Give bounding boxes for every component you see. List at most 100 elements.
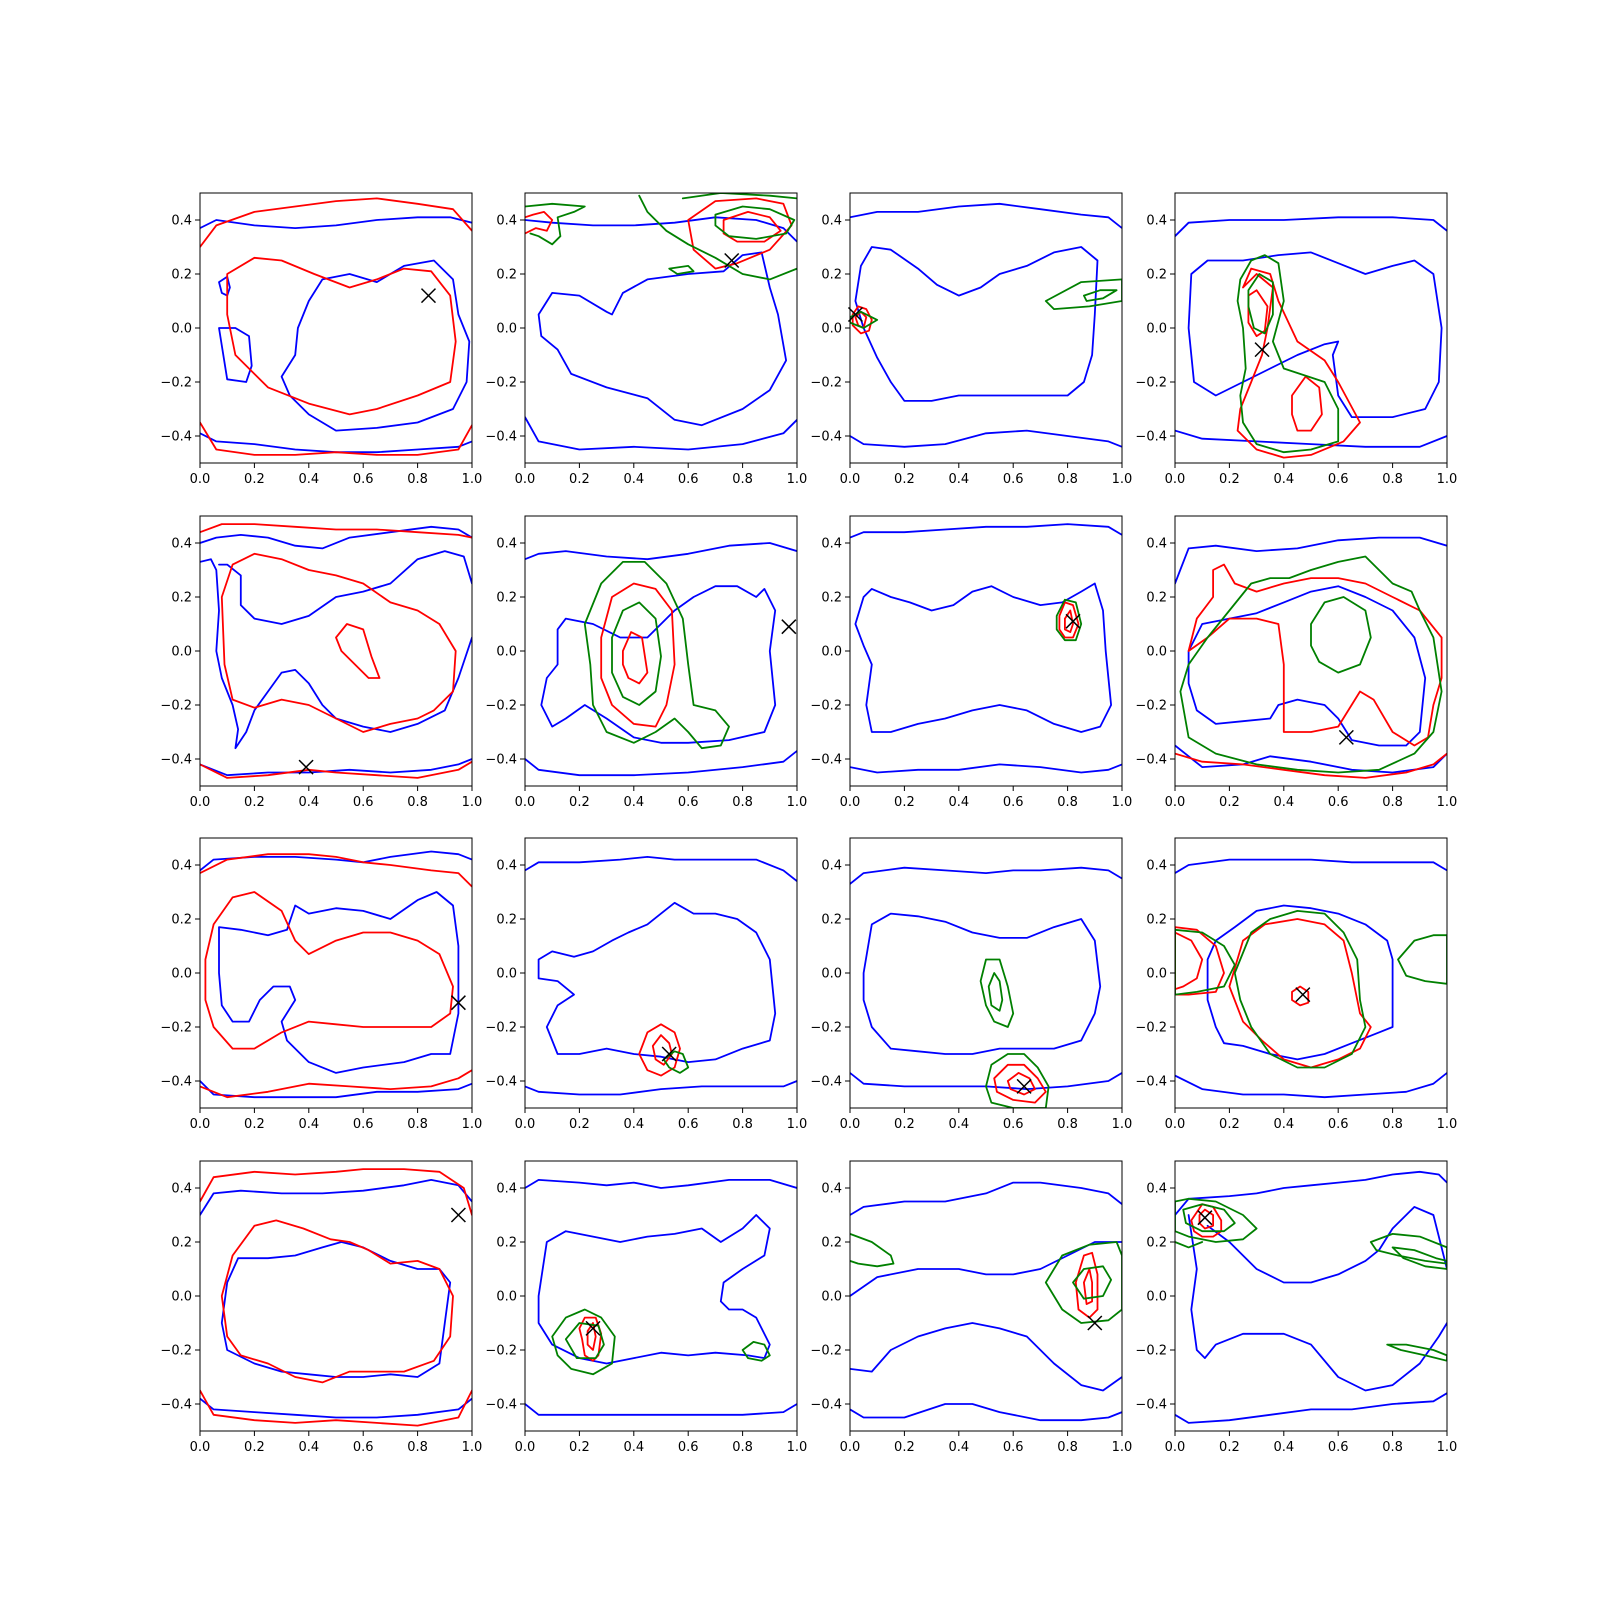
contour-red-7 (1291, 985, 1310, 1007)
contour-green-7 (564, 1322, 605, 1359)
contour-green-12 (1386, 1343, 1447, 1362)
x-marker (781, 619, 797, 635)
contour-blue-2 (850, 763, 1122, 774)
contour-red-7 (200, 421, 472, 456)
contour-blue-2 (525, 416, 797, 451)
plot-area (525, 542, 797, 777)
subplot-2: 0.0 0.2 0.4 0.6 0.8 1.0 −0.4 −0.2 0.0 0.2 0.4 (485, 192, 808, 487)
contour-green-7 (1310, 596, 1372, 674)
y-tick-label: 0.0 (496, 322, 517, 337)
x-tick-label: 0.2 (244, 472, 265, 487)
contour-red-5 (200, 1389, 472, 1427)
x-tick-label: 0.2 (244, 795, 265, 810)
contour-green-10 (714, 205, 796, 240)
contour-blue-3 (280, 259, 471, 432)
x-tick-label: 0.8 (732, 795, 753, 810)
plot-area (200, 523, 472, 779)
contour-green-7 (1044, 278, 1122, 311)
x-tick-label: 1.0 (1437, 1117, 1458, 1132)
y-tick-label: 0.4 (171, 1182, 192, 1197)
x-tick-label: 0.0 (840, 1440, 861, 1455)
contour-green-8 (1247, 273, 1274, 335)
x-tick-label: 1.0 (787, 472, 808, 487)
contour-blue-2 (850, 1403, 1122, 1422)
contour-red-5 (1006, 1072, 1036, 1096)
y-tick-label: 0.4 (171, 859, 192, 874)
x-marker (585, 1320, 601, 1336)
contour-green-11 (1391, 1246, 1447, 1270)
x-tick-label: 0.8 (407, 1440, 428, 1455)
x-tick-label: 0.0 (190, 1117, 211, 1132)
y-tick-label: 0.4 (496, 537, 517, 552)
contour-blue-2 (525, 1403, 797, 1416)
contour-red-4 (1058, 601, 1080, 639)
x-tick-label: 0.8 (1057, 795, 1078, 810)
x-tick-label: 1.0 (462, 1117, 483, 1132)
contour-blue-1 (525, 856, 797, 883)
y-tick-label: 0.0 (171, 1290, 192, 1305)
x-tick-label: 0.4 (298, 1117, 319, 1132)
contour-blue-3 (200, 558, 472, 750)
y-tick-label: −0.2 (810, 376, 842, 391)
x-tick-label: 0.8 (732, 1440, 753, 1455)
y-tick-label: 0.4 (821, 1182, 842, 1197)
contour-green-9 (1233, 910, 1367, 1069)
y-tick-label: −0.4 (810, 1398, 842, 1413)
contour-blue-3 (1187, 251, 1443, 419)
contour-green-6 (662, 1050, 690, 1074)
contour-blue-3 (1187, 1214, 1447, 1392)
contour-green-6 (985, 1053, 1050, 1108)
y-tick-label: 0.2 (1146, 913, 1167, 928)
y-tick-label: −0.2 (810, 699, 842, 714)
x-tick-label: 1.0 (1112, 1440, 1133, 1455)
x-tick-label: 0.4 (298, 472, 319, 487)
contour-red-6 (1228, 918, 1372, 1069)
x-tick-label: 0.0 (840, 1117, 861, 1132)
subplot-4: 0.0 0.2 0.4 0.6 0.8 1.0 −0.4 −0.2 0.0 0.2 0.4 (1135, 192, 1457, 487)
x-tick-label: 0.4 (948, 472, 969, 487)
x-tick-label: 0.6 (1003, 472, 1024, 487)
y-tick-label: 0.2 (821, 591, 842, 606)
y-tick-label: 0.4 (496, 214, 517, 229)
x-marker (1016, 1078, 1032, 1094)
x-marker (847, 306, 863, 323)
y-tick-label: −0.2 (485, 1021, 517, 1036)
x-marker (1087, 1315, 1103, 1331)
x-tick-label: 0.4 (623, 795, 644, 810)
contour-red-5 (1074, 1251, 1099, 1319)
x-tick-label: 0.2 (569, 1117, 590, 1132)
y-tick-label: 0.2 (1146, 1236, 1167, 1251)
x-tick-label: 0.8 (732, 472, 753, 487)
contour-blue-1 (1175, 1170, 1447, 1216)
contour-green-8 (1083, 289, 1118, 302)
contour-blue-3 (854, 246, 1099, 402)
x-tick-label: 0.8 (407, 1117, 428, 1132)
x-tick-label: 0.2 (894, 1117, 915, 1132)
y-tick-label: 0.2 (171, 913, 192, 928)
x-tick-label: 0.4 (948, 1117, 969, 1132)
y-tick-label: 0.4 (821, 859, 842, 874)
x-tick-label: 0.6 (353, 1440, 374, 1455)
x-tick-label: 0.0 (190, 1440, 211, 1455)
y-tick-label: 0.4 (821, 214, 842, 229)
contour-blue-2 (1175, 1392, 1447, 1424)
y-tick-label: −0.2 (160, 699, 192, 714)
contour-blue-3 (218, 891, 460, 1074)
contour-red-4 (200, 1168, 472, 1216)
contour-blue-4 (218, 550, 472, 625)
subplot-8: 0.0 0.2 0.4 0.6 0.8 1.0 −0.4 −0.2 0.0 0.2 0.4 (1135, 515, 1457, 810)
y-tick-label: 0.0 (1146, 967, 1167, 982)
subplot-14: 0.0 0.2 0.4 0.6 0.8 1.0 −0.4 −0.2 0.0 0.2 0.4 (485, 1160, 807, 1455)
contour-green-6 (1055, 598, 1083, 642)
contour-green-9 (850, 1233, 895, 1268)
y-tick-label: −0.4 (1135, 430, 1167, 445)
contour-blue-4 (850, 1322, 1122, 1392)
x-tick-label: 1.0 (462, 795, 483, 810)
subplot-9: 0.0 0.2 0.4 0.6 0.8 1.0 −0.4 −0.2 0.0 0.2 0.4 (160, 837, 483, 1132)
y-tick-label: 0.0 (821, 645, 842, 660)
plot-area (1175, 1170, 1447, 1424)
contour-blue-5 (218, 327, 253, 383)
contour-blue-3 (854, 582, 1112, 733)
